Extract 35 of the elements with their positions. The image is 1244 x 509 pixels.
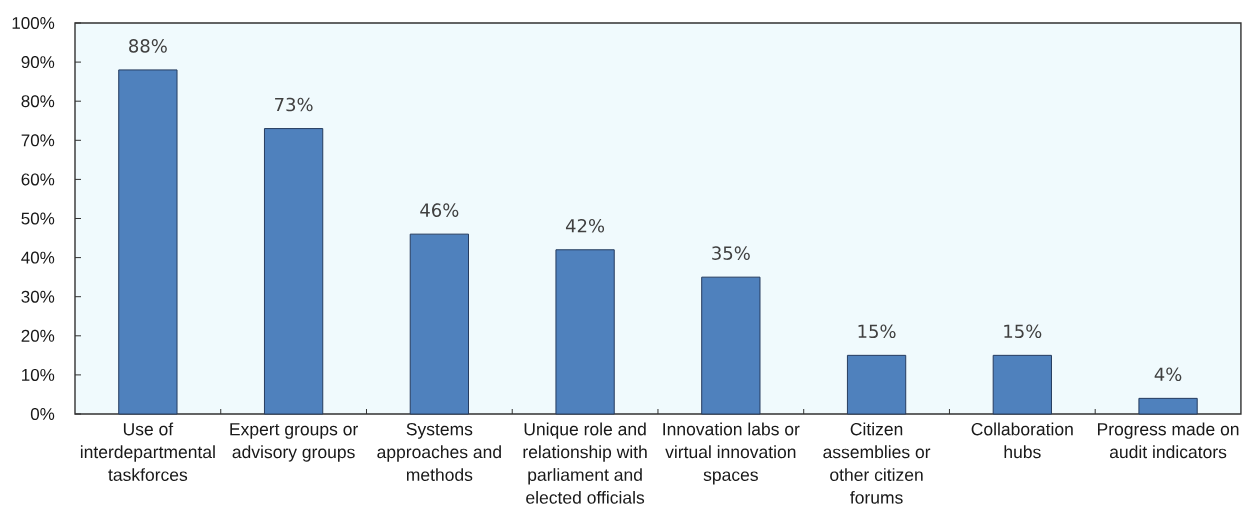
bar (118, 69, 178, 415)
data-label: 15% (858, 324, 896, 339)
bar (992, 354, 1052, 415)
y-tick-label: 70% (21, 134, 55, 147)
x-tick-label: Innovation labs or virtual innovation spaces (663, 422, 800, 485)
data-label: 35% (712, 246, 750, 260)
bar (555, 249, 615, 415)
data-label: 4% (1154, 367, 1182, 382)
y-tick-label: 40% (21, 251, 55, 264)
bar (263, 128, 324, 415)
bar (1138, 397, 1198, 415)
data-label: 15% (1004, 324, 1042, 339)
y-tick-label: 100% (12, 16, 55, 30)
y-tick-label: 20% (21, 329, 55, 342)
y-tick-label: 60% (21, 173, 55, 186)
bar (701, 276, 761, 415)
x-tick-label: Collaboration hubs (971, 422, 1073, 459)
y-tick-label: 80% (21, 95, 55, 108)
data-label: 73% (275, 97, 313, 112)
x-tick-label: Unique role and relationship with parliament and elected officials (523, 422, 647, 504)
y-tick-label: 50% (21, 212, 55, 225)
data-label: 46% (420, 203, 459, 217)
x-tick-label: Progress made on audit indicators (1098, 422, 1239, 459)
y-tick-label: 0% (30, 407, 55, 421)
x-tick-label: Use of interdepartmental taskforces (80, 422, 215, 481)
y-tick-label: 90% (21, 56, 55, 69)
x-tick-label: Expert groups or advisory groups (230, 423, 358, 462)
y-tick-label: 10% (22, 368, 55, 381)
data-label: 42% (565, 218, 605, 233)
data-label: 88% (129, 39, 167, 53)
x-tick-label: Systems approaches and methods (377, 423, 501, 481)
y-tick-label: 30% (21, 290, 55, 303)
bar (846, 354, 907, 415)
x-tick-label: Citizen assemblies or other citizen forums (823, 422, 931, 504)
bar (409, 233, 469, 415)
